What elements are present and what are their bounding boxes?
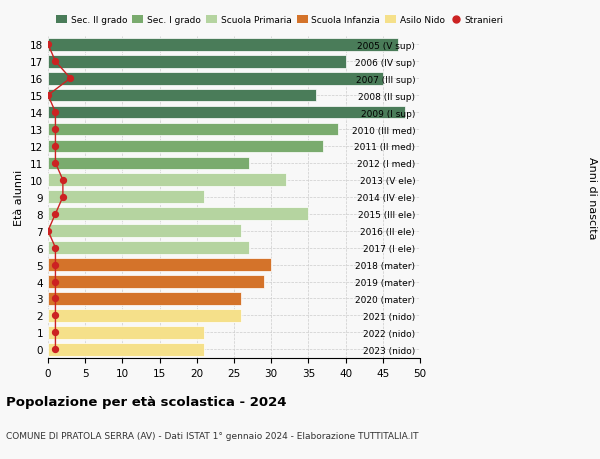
Bar (48, 292, 241, 305)
Bar (48, 123, 338, 136)
Point (50, 126, 60, 134)
Bar (48, 106, 405, 119)
Point (50, 160, 60, 167)
Point (58, 194, 68, 201)
Bar (48, 39, 398, 51)
Bar (48, 90, 316, 102)
Point (50, 329, 60, 336)
Point (50, 346, 60, 353)
Bar (48, 326, 204, 339)
Text: COMUNE DI PRATOLA SERRA (AV) - Dati ISTAT 1° gennaio 2024 - Elaborazione TUTTITA: COMUNE DI PRATOLA SERRA (AV) - Dati ISTA… (6, 431, 419, 441)
Point (50, 58, 60, 66)
Point (43, 228, 53, 235)
Bar (48, 242, 249, 254)
Y-axis label: Età alunni: Età alunni (14, 169, 25, 225)
Bar (48, 174, 286, 187)
Legend: Sec. II grado, Sec. I grado, Scuola Primaria, Scuola Infanzia, Asilo Nido, Stran: Sec. II grado, Sec. I grado, Scuola Prim… (53, 13, 508, 29)
Bar (48, 275, 264, 288)
Bar (48, 225, 241, 238)
Point (65, 75, 75, 83)
Bar (48, 140, 323, 153)
Point (50, 211, 60, 218)
Bar (48, 309, 241, 322)
Point (43, 41, 53, 49)
Point (50, 261, 60, 269)
Bar (48, 259, 271, 271)
Point (50, 245, 60, 252)
Point (50, 109, 60, 117)
Point (50, 278, 60, 285)
Text: Anni di nascita: Anni di nascita (587, 156, 597, 239)
Bar (48, 208, 308, 221)
Point (50, 295, 60, 302)
Point (43, 92, 53, 100)
Text: Popolazione per età scolastica - 2024: Popolazione per età scolastica - 2024 (6, 395, 287, 408)
Bar (48, 56, 346, 68)
Point (50, 143, 60, 150)
Point (50, 312, 60, 319)
Bar (48, 73, 383, 85)
Bar (48, 157, 249, 170)
Bar (48, 191, 204, 204)
Point (58, 177, 68, 184)
Bar (48, 343, 204, 356)
